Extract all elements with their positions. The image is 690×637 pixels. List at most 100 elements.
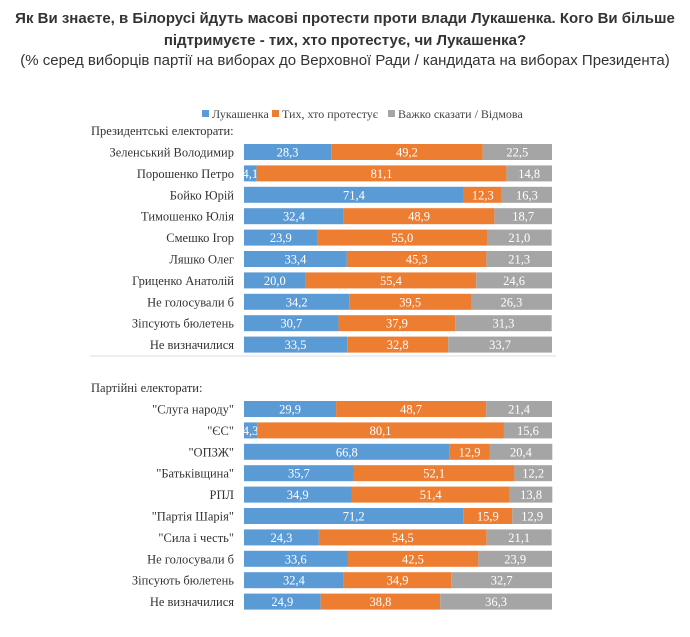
bar-segment <box>455 315 552 332</box>
bar-segment <box>487 229 552 246</box>
data-label: 20,4 <box>510 445 533 459</box>
bar-segment <box>470 293 552 310</box>
data-label: 14,8 <box>518 167 540 181</box>
bar-segment <box>244 229 318 246</box>
data-label: 33,6 <box>285 552 307 566</box>
data-label: 52,1 <box>423 467 445 481</box>
category-label: Тимошенко Юлія <box>141 210 234 224</box>
bar-segment <box>463 508 513 524</box>
bar-segment <box>451 572 552 589</box>
category-label: РПЛ <box>210 488 235 502</box>
bar-segment <box>244 208 344 225</box>
bar-segment <box>244 272 306 289</box>
bar-segment <box>305 272 477 289</box>
legend-swatch <box>202 110 209 117</box>
chart-subtitle: (% серед виборців партії на виборах до В… <box>20 52 670 69</box>
data-label: 15,6 <box>517 424 539 438</box>
data-label: 12,2 <box>522 467 544 481</box>
bar-segment <box>514 465 552 482</box>
bar-segment <box>244 336 348 353</box>
data-label: 22,5 <box>506 146 528 160</box>
data-label: 36,3 <box>485 595 507 609</box>
bar-segment <box>486 401 552 417</box>
data-label: 55,0 <box>391 231 413 245</box>
bar-segment <box>476 272 552 289</box>
bar-segment <box>257 422 504 439</box>
data-label: 80,1 <box>370 424 392 438</box>
bar-segment <box>440 593 552 610</box>
bar-segment <box>244 186 464 203</box>
category-label: Гриценко Анатолій <box>132 274 234 288</box>
data-label: 34,9 <box>387 574 409 588</box>
category-label: "ОПЗЖ" <box>188 445 234 459</box>
data-label: 71,4 <box>343 188 366 202</box>
bar-segment <box>506 165 552 182</box>
bar-segment <box>256 165 507 182</box>
data-label: 66,8 <box>336 445 358 459</box>
data-label: 37,9 <box>386 317 408 331</box>
chart-title: Як Ви знаєте, в Білорусі йдуть масові пр… <box>0 8 690 52</box>
bar-segment <box>244 572 344 589</box>
bar-segment <box>244 144 332 160</box>
bar-segment <box>351 486 510 503</box>
group-label: Партійні електорати: <box>91 381 202 395</box>
title-line-1: Як Ви знаєте, в Білорусі йдуть масові пр… <box>15 10 675 27</box>
data-label: 12,3 <box>472 188 494 202</box>
group-label: Президентські електорати: <box>91 124 234 138</box>
bar-segment <box>343 572 452 589</box>
bar-segment <box>512 508 552 524</box>
bar-segment <box>244 401 337 417</box>
category-label: Смешко Ігор <box>166 231 234 245</box>
bar-segment <box>244 165 257 182</box>
bar-segment <box>347 336 449 353</box>
title-line-2: підтримуєте - тих, хто протестує, чи Лук… <box>163 32 527 49</box>
data-label: 33,4 <box>284 253 307 267</box>
data-label: 4,1 <box>243 167 259 181</box>
bar-segment <box>503 422 552 439</box>
category-label: Не визначилися <box>150 595 234 609</box>
bar-segment <box>349 293 471 310</box>
category-label: "ЄС" <box>207 424 234 438</box>
bar-segment <box>482 144 552 160</box>
bar-segment <box>448 336 552 353</box>
category-label: Зеленський Володимир <box>109 146 234 160</box>
data-label: 48,7 <box>400 403 422 417</box>
data-label: 28,3 <box>277 146 299 160</box>
data-label: 21,1 <box>508 531 530 545</box>
data-label: 48,9 <box>408 210 430 224</box>
data-label: 34,2 <box>286 295 308 309</box>
bar-segment <box>346 251 487 267</box>
bar-segment <box>463 186 502 203</box>
bar-segment <box>449 443 490 460</box>
data-label: 32,4 <box>283 210 306 224</box>
bar-segment <box>318 529 487 546</box>
bar-segment <box>494 208 552 225</box>
data-label: 32,8 <box>387 338 409 352</box>
data-label: 24,9 <box>271 595 293 609</box>
data-label: 23,9 <box>504 552 526 566</box>
data-label: 71,2 <box>343 510 365 524</box>
category-label: "Слуга народу" <box>152 403 234 417</box>
data-label: 32,7 <box>491 574 513 588</box>
data-label: 20,0 <box>264 274 286 288</box>
bar-segment <box>244 593 321 610</box>
data-label: 51,4 <box>420 488 443 502</box>
bar-segment <box>244 315 339 332</box>
data-label: 45,3 <box>406 253 428 267</box>
bar-segment <box>501 186 552 203</box>
category-label: Не голосували б <box>147 295 234 309</box>
bar-segment <box>244 422 258 439</box>
category-label: Зіпсують бюлетень <box>132 574 234 588</box>
data-label: 24,6 <box>503 274 525 288</box>
data-label: 35,7 <box>288 467 310 481</box>
data-label: 18,7 <box>512 210 534 224</box>
data-label: 21,3 <box>508 253 530 267</box>
category-label: Не голосували б <box>147 552 234 566</box>
data-label: 39,5 <box>399 295 421 309</box>
data-label: 38,8 <box>370 595 392 609</box>
legend-swatch <box>272 110 279 117</box>
bar-segment <box>338 315 456 332</box>
category-label: Порошенко Петро <box>137 167 234 181</box>
bar-segment <box>317 229 488 246</box>
data-label: 31,3 <box>493 317 515 331</box>
